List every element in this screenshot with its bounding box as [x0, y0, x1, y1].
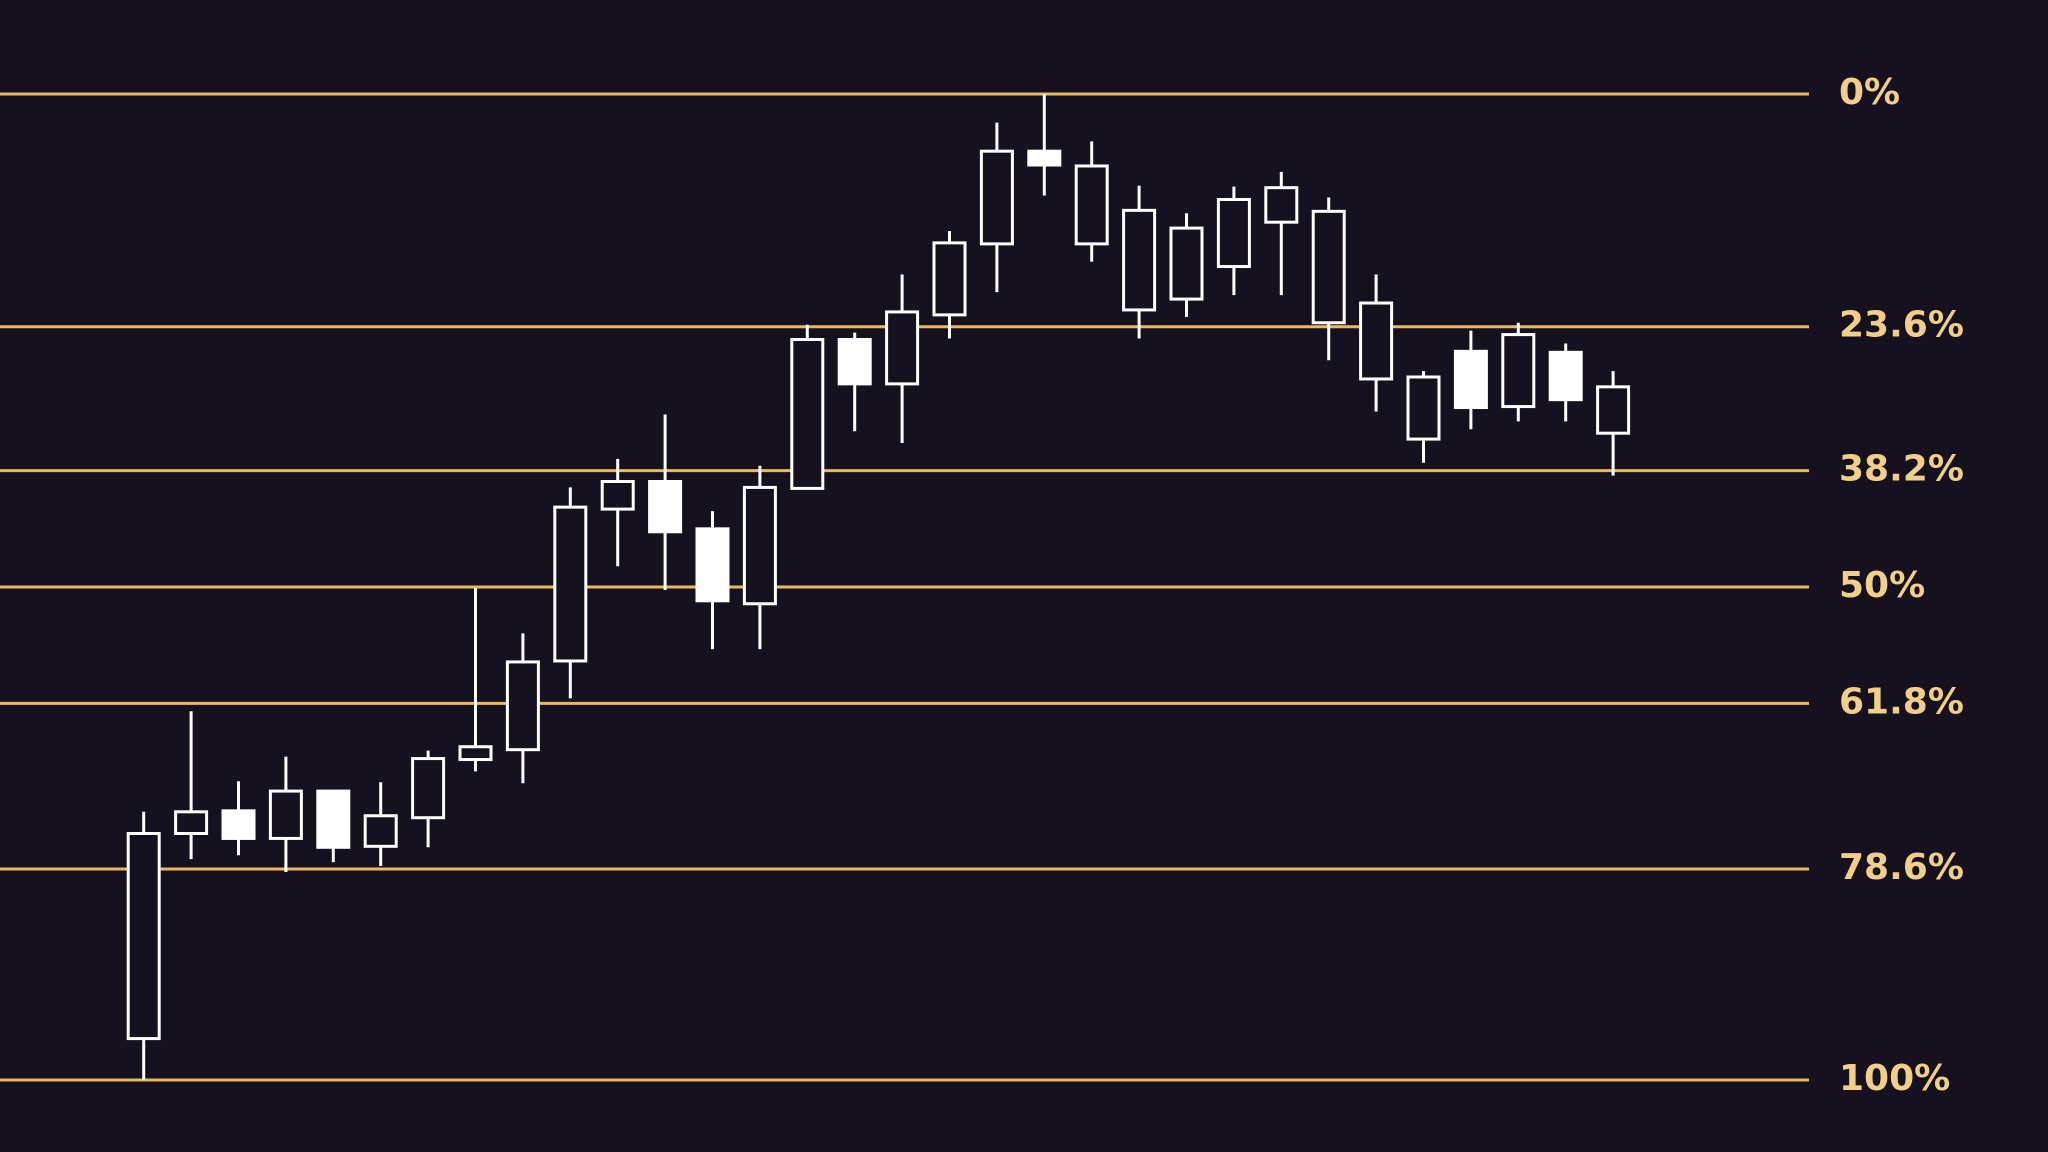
candle-body: [1596, 385, 1631, 435]
candle-body: [1264, 186, 1299, 224]
fib-level-label: 38.2%: [1839, 449, 1964, 490]
candle-body: [1311, 209, 1346, 325]
candle-body: [885, 310, 920, 386]
candle-body: [268, 789, 303, 840]
candle-body: [1406, 375, 1441, 441]
candle-body: [695, 527, 730, 603]
fib-level-label: 100%: [1839, 1058, 1950, 1099]
candle-body: [221, 809, 256, 840]
fib-level-label: 23.6%: [1839, 305, 1964, 346]
candle-body: [505, 660, 540, 752]
fib-level-label: 61.8%: [1839, 681, 1964, 722]
candle-body: [1027, 149, 1062, 167]
candle-body: [316, 789, 351, 849]
candle-body: [1169, 226, 1204, 301]
candle-body: [1501, 333, 1536, 409]
candle-body: [1216, 198, 1251, 269]
candle-body: [1122, 208, 1157, 312]
fib-level-label: 0%: [1839, 72, 1900, 113]
candle-body: [790, 338, 825, 490]
candle-body: [1359, 301, 1394, 381]
fib-level-label: 50%: [1839, 565, 1925, 606]
candle-body: [742, 485, 777, 606]
candle-body: [1074, 164, 1109, 246]
candle-body: [979, 149, 1014, 246]
candle-body: [648, 479, 683, 534]
candle-body: [1548, 350, 1583, 402]
candle-body: [411, 757, 446, 820]
candle-body: [174, 810, 209, 835]
candle-body: [553, 505, 588, 663]
candle-body: [458, 745, 493, 762]
candle-body: [600, 479, 635, 511]
candle-body: [932, 241, 967, 317]
candle-body: [837, 338, 872, 386]
candle-body: [363, 814, 398, 848]
fib-level-label: 78.6%: [1839, 847, 1964, 888]
candle-body: [126, 832, 161, 1041]
candle-body: [1453, 349, 1488, 410]
